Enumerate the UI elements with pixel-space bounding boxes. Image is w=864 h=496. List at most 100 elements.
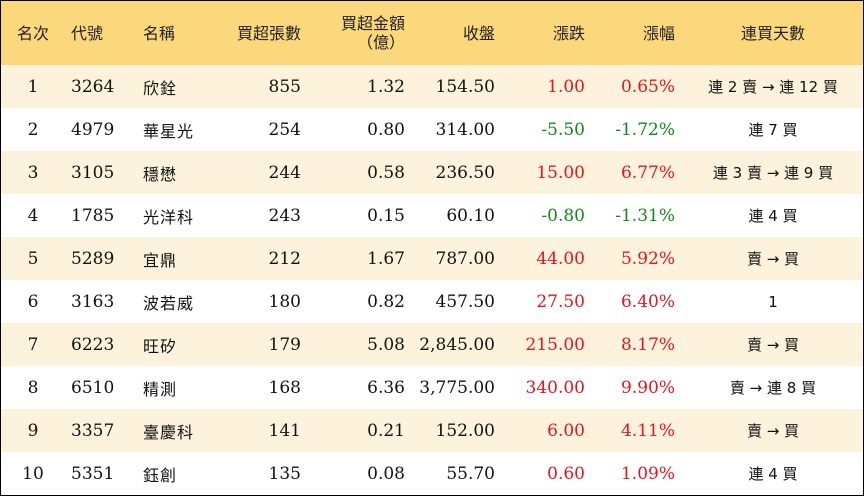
volume-cell: 179 bbox=[268, 334, 301, 355]
streak-cell: 1 bbox=[768, 292, 778, 311]
pct-cell: 9.90% bbox=[620, 377, 675, 398]
close-cell: 2,845.00 bbox=[419, 334, 495, 355]
table-row: 2 4979 華星光 254 0.80 314.00 -5.50 -1.72% … bbox=[1, 108, 863, 151]
amount-cell: 0.15 bbox=[367, 205, 405, 226]
header-amount-line2: （億） bbox=[356, 33, 405, 52]
header-name: 名稱 bbox=[143, 23, 176, 43]
volume-cell: 135 bbox=[268, 463, 301, 484]
rank-cell: 8 bbox=[27, 377, 39, 398]
volume-cell: 212 bbox=[268, 248, 301, 269]
streak-cell: 連 2 賣 → 連 12 買 bbox=[708, 78, 838, 96]
name-cell: 宜鼎 bbox=[143, 250, 178, 270]
table-body: 1 3264 欣銓 855 1.32 154.50 1.00 0.65% 連 2… bbox=[1, 65, 863, 495]
pct-cell: 6.77% bbox=[620, 162, 675, 183]
header-rank: 名次 bbox=[16, 23, 49, 43]
amount-cell: 5.08 bbox=[367, 334, 405, 355]
pct-cell: 5.92% bbox=[620, 248, 675, 269]
pct-cell: 6.40% bbox=[620, 291, 675, 312]
code-cell: 5289 bbox=[71, 248, 115, 269]
pct-cell: -1.72% bbox=[615, 119, 675, 140]
table-row: 4 1785 光洋科 243 0.15 60.10 -0.80 -1.31% 連… bbox=[1, 194, 863, 237]
table-row: 8 6510 精測 168 6.36 3,775.00 340.00 9.90%… bbox=[1, 366, 863, 409]
rank-cell: 9 bbox=[27, 420, 39, 441]
change-cell: 215.00 bbox=[525, 334, 585, 355]
change-cell: -0.80 bbox=[541, 205, 585, 226]
amount-cell: 1.67 bbox=[367, 248, 405, 269]
code-cell: 4979 bbox=[71, 119, 115, 140]
amount-cell: 0.21 bbox=[367, 420, 405, 441]
code-cell: 3105 bbox=[71, 162, 115, 183]
change-cell: 44.00 bbox=[536, 248, 585, 269]
close-cell: 152.00 bbox=[435, 420, 495, 441]
name-cell: 穩懋 bbox=[143, 164, 178, 184]
volume-cell: 855 bbox=[268, 76, 301, 97]
change-cell: 0.60 bbox=[547, 463, 585, 484]
table-row: 3 3105 穩懋 244 0.58 236.50 15.00 6.77% 連 … bbox=[1, 151, 863, 194]
close-cell: 55.70 bbox=[446, 463, 495, 484]
volume-cell: 168 bbox=[268, 377, 301, 398]
change-cell: -5.50 bbox=[541, 119, 585, 140]
table-header-row: 名次 代號 名稱 買超張數 買超金額 （億） 收盤 漲跌 漲幅 連買天數 bbox=[1, 1, 863, 65]
table-row: 10 5351 鈺創 135 0.08 55.70 0.60 1.09% 連 4… bbox=[1, 452, 863, 495]
table-row: 5 5289 宜鼎 212 1.67 787.00 44.00 5.92% 賣 … bbox=[1, 237, 863, 280]
header-pct: 漲幅 bbox=[642, 23, 675, 43]
rank-cell: 6 bbox=[27, 291, 39, 312]
name-cell: 鈺創 bbox=[143, 465, 178, 485]
streak-cell: 賣 → 買 bbox=[746, 422, 800, 440]
volume-cell: 244 bbox=[268, 162, 301, 183]
header-change: 漲跌 bbox=[552, 23, 585, 43]
amount-cell: 0.08 bbox=[367, 463, 405, 484]
streak-cell: 賣 → 連 8 買 bbox=[729, 379, 817, 397]
streak-cell: 連 4 買 bbox=[748, 207, 798, 225]
close-cell: 457.50 bbox=[435, 291, 495, 312]
code-cell: 3264 bbox=[71, 76, 115, 97]
pct-cell: 8.17% bbox=[620, 334, 675, 355]
amount-cell: 6.36 bbox=[367, 377, 405, 398]
code-cell: 3357 bbox=[71, 420, 115, 441]
amount-cell: 0.80 bbox=[367, 119, 405, 140]
change-cell: 1.00 bbox=[547, 76, 585, 97]
streak-cell: 連 7 買 bbox=[748, 121, 798, 139]
pct-cell: 4.11% bbox=[620, 420, 675, 441]
rank-cell: 4 bbox=[27, 205, 39, 226]
rank-cell: 10 bbox=[22, 463, 44, 484]
close-cell: 60.10 bbox=[446, 205, 495, 226]
amount-cell: 1.32 bbox=[367, 76, 405, 97]
table-row: 1 3264 欣銓 855 1.32 154.50 1.00 0.65% 連 2… bbox=[1, 65, 863, 108]
header-volume: 買超張數 bbox=[236, 23, 301, 43]
streak-cell: 連 4 買 bbox=[748, 465, 798, 483]
name-cell: 光洋科 bbox=[143, 207, 195, 227]
code-cell: 6223 bbox=[71, 334, 115, 355]
rank-cell: 3 bbox=[27, 162, 39, 183]
amount-cell: 0.58 bbox=[367, 162, 405, 183]
close-cell: 3,775.00 bbox=[419, 377, 495, 398]
table-row: 6 3163 波若威 180 0.82 457.50 27.50 6.40% 1 bbox=[1, 280, 863, 323]
name-cell: 欣銓 bbox=[143, 78, 178, 98]
volume-cell: 141 bbox=[268, 420, 301, 441]
name-cell: 旺矽 bbox=[143, 336, 178, 356]
rank-cell: 1 bbox=[27, 76, 39, 97]
table-row: 7 6223 旺矽 179 5.08 2,845.00 215.00 8.17%… bbox=[1, 323, 863, 366]
streak-cell: 賣 → 買 bbox=[746, 250, 800, 268]
pct-cell: -1.31% bbox=[615, 205, 675, 226]
rank-cell: 7 bbox=[27, 334, 39, 355]
pct-cell: 0.65% bbox=[620, 76, 675, 97]
volume-cell: 243 bbox=[268, 205, 301, 226]
close-cell: 314.00 bbox=[435, 119, 495, 140]
header-code: 代號 bbox=[71, 23, 104, 43]
code-cell: 1785 bbox=[71, 205, 115, 226]
volume-cell: 254 bbox=[268, 119, 301, 140]
close-cell: 154.50 bbox=[435, 76, 495, 97]
rank-cell: 5 bbox=[27, 248, 39, 269]
code-cell: 6510 bbox=[71, 377, 115, 398]
streak-cell: 賣 → 買 bbox=[746, 336, 800, 354]
name-cell: 華星光 bbox=[143, 121, 195, 141]
close-cell: 787.00 bbox=[435, 248, 495, 269]
table-row: 9 3357 臺慶科 141 0.21 152.00 6.00 4.11% 賣 … bbox=[1, 409, 863, 452]
pct-cell: 1.09% bbox=[620, 463, 675, 484]
close-cell: 236.50 bbox=[435, 162, 495, 183]
volume-cell: 180 bbox=[268, 291, 301, 312]
change-cell: 340.00 bbox=[525, 377, 585, 398]
